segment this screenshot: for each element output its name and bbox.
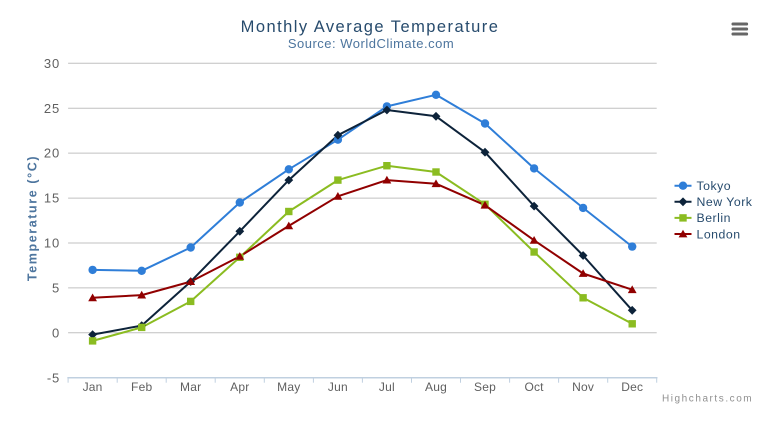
svg-text:Highcharts.com: Highcharts.com (662, 393, 753, 404)
svg-text:Jun: Jun (328, 380, 348, 394)
svg-text:Source: WorldClimate.com: Source: WorldClimate.com (288, 36, 454, 51)
svg-text:Berlin: Berlin (697, 211, 731, 225)
svg-text:Jan: Jan (83, 380, 103, 394)
svg-text:Sep: Sep (474, 380, 496, 394)
svg-text:Apr: Apr (230, 380, 249, 394)
svg-text:Temperature (°C): Temperature (°C) (26, 155, 40, 281)
svg-text:Mar: Mar (180, 380, 201, 394)
svg-text:Aug: Aug (425, 380, 447, 394)
svg-text:5: 5 (52, 281, 60, 296)
svg-text:Feb: Feb (131, 380, 152, 394)
svg-text:-5: -5 (47, 370, 60, 385)
svg-text:30: 30 (44, 56, 60, 71)
svg-text:Oct: Oct (524, 380, 544, 394)
svg-text:0: 0 (52, 325, 60, 340)
svg-text:Nov: Nov (572, 380, 594, 394)
svg-text:Jul: Jul (379, 380, 395, 394)
svg-text:Dec: Dec (621, 380, 643, 394)
svg-text:15: 15 (44, 191, 60, 206)
svg-text:May: May (277, 380, 300, 394)
svg-text:London: London (697, 227, 741, 241)
svg-text:25: 25 (44, 101, 60, 116)
svg-text:20: 20 (44, 146, 60, 161)
svg-text:New York: New York (697, 195, 753, 209)
svg-text:Monthly Average Temperature: Monthly Average Temperature (241, 18, 500, 36)
svg-text:10: 10 (44, 236, 60, 251)
svg-text:Tokyo: Tokyo (697, 179, 732, 193)
